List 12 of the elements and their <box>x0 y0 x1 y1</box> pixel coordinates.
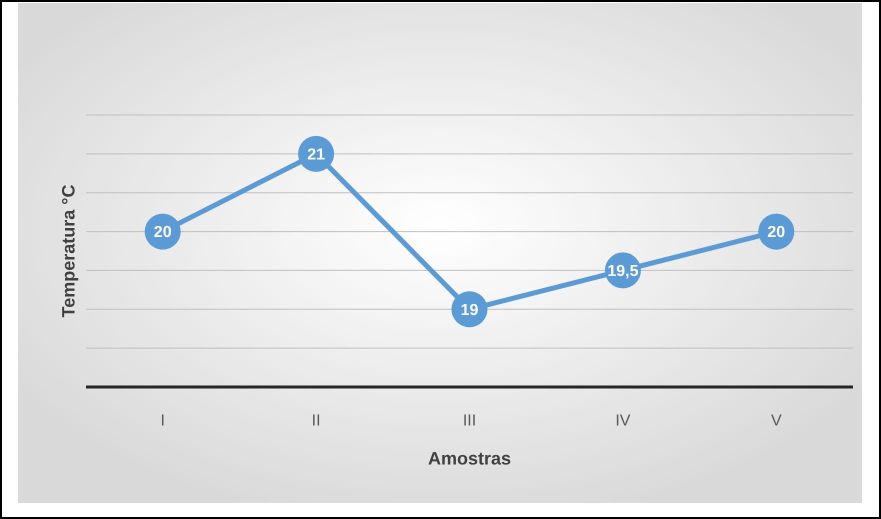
x-tick-label: IV <box>615 412 631 430</box>
x-tick-label: I <box>160 412 165 430</box>
x-tick-label: V <box>770 412 782 430</box>
data-label: 20 <box>154 224 172 242</box>
x-axis-title: Amostras <box>428 448 512 468</box>
data-label: 19 <box>460 302 478 319</box>
x-tick-label: III <box>462 412 476 430</box>
data-label: 21 <box>307 146 326 164</box>
data-label: 19,5 <box>607 263 639 280</box>
x-tick-label: II <box>312 412 321 430</box>
data-label: 20 <box>767 224 786 242</box>
y-axis-title: Temperatura °C <box>58 184 78 318</box>
